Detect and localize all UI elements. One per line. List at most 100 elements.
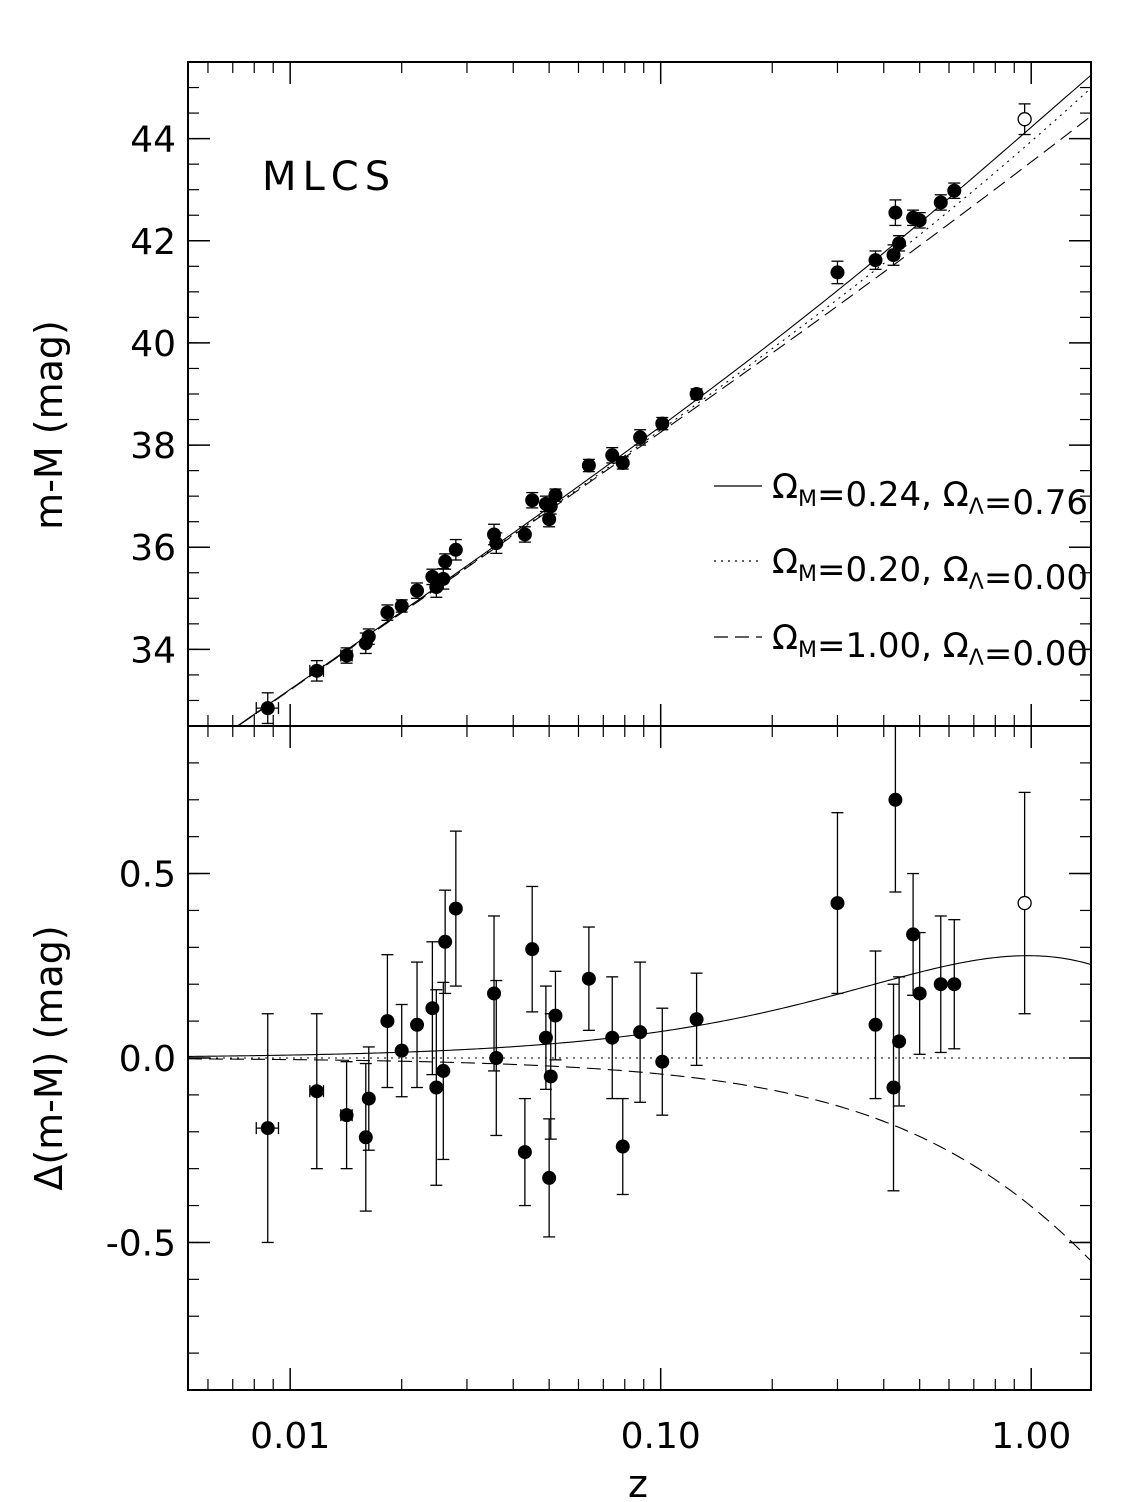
top-y-tick-label: 40 (130, 324, 176, 365)
legend-subscript: M (798, 562, 817, 587)
legend-text-part: =0.20, Ω (817, 550, 969, 590)
bottom-data-point (888, 726, 903, 893)
bottom-marker (380, 1014, 395, 1029)
bottom-data-point (394, 1003, 409, 1098)
top-data-point (655, 416, 670, 431)
legend-text-part: Ω (772, 618, 798, 658)
top-data-point (380, 604, 395, 621)
bottom-marker (888, 792, 903, 807)
top-marker (947, 183, 962, 198)
bottom-y-axis-title: Δ(m-M) (mag) (27, 925, 71, 1190)
top-marker (309, 663, 324, 678)
legend-text-part: Ω (772, 542, 798, 582)
bottom-data-point (487, 915, 502, 1072)
top-marker (689, 387, 704, 401)
bottom-marker (548, 1008, 563, 1023)
top-data-point (605, 446, 620, 464)
top-marker (448, 542, 463, 557)
legend-subscript: Λ (969, 646, 984, 671)
top-data-point (912, 212, 927, 229)
bottom-marker (394, 1043, 409, 1058)
top-data-point (892, 235, 907, 252)
legend-entry-label: ΩM=0.20, ΩΛ=0.00 (772, 542, 1088, 598)
bottom-data-point (361, 1046, 376, 1151)
top-data-point (615, 455, 630, 470)
top-data-point (689, 387, 704, 401)
bottom-data-point (339, 1061, 354, 1170)
top-marker (633, 430, 648, 445)
bottom-marker (438, 934, 453, 949)
x-tick-label: 1.00 (991, 1416, 1071, 1457)
top-marker (933, 195, 948, 210)
top-marker (517, 527, 532, 542)
bottom-data-point (581, 926, 596, 1031)
top-data-point (525, 491, 540, 509)
bottom-data-point (689, 972, 704, 1067)
legend-entry-label: ΩM=0.24, ΩΛ=0.76 (772, 467, 1088, 523)
legend-text-part: =0.00 (984, 634, 1088, 674)
bottom-marker (543, 1069, 558, 1084)
bottom-data-point (886, 983, 901, 1192)
top-marker-open (1017, 112, 1032, 127)
top-data-point (933, 194, 948, 211)
top-y-axis-title: m-M (mag) (27, 320, 71, 530)
bottom-marker (448, 901, 463, 916)
top-data-point (1017, 103, 1032, 136)
bottom-y-tick-label: 0.0 (119, 1039, 176, 1080)
top-y-tick-label: 38 (130, 426, 176, 467)
top-data-point (436, 568, 451, 590)
legend-text-part: =0.76 (984, 483, 1088, 523)
bottom-marker (912, 986, 927, 1001)
bottom-data-point (517, 1097, 532, 1207)
bottom-marker (615, 1139, 630, 1154)
bottom-marker (260, 1121, 275, 1136)
bottom-marker (358, 1130, 373, 1145)
top-marker (394, 598, 409, 613)
top-marker (581, 458, 596, 473)
legend-subscript: Λ (969, 570, 984, 595)
bottom-plot-frame (187, 725, 1092, 1391)
bottom-marker (361, 1091, 376, 1106)
legend-text-part: Ω (772, 467, 798, 507)
top-marker (489, 536, 504, 551)
top-data-point (548, 488, 563, 503)
bottom-data-point (438, 889, 453, 995)
bottom-y-tick-label: -0.5 (106, 1223, 176, 1264)
bottom-data-point (543, 1013, 558, 1140)
x-axis-tick-labels: 0.01 0.10 1.00 (250, 1416, 1071, 1457)
top-marker (605, 448, 620, 463)
legend-text-part: =0.24, Ω (817, 475, 969, 515)
legend-text-part: =1.00, Ω (817, 626, 969, 666)
bottom-data-point (912, 931, 927, 1055)
bottom-marker (886, 1080, 901, 1095)
bottom-data-point (633, 961, 648, 1103)
top-data-point (947, 182, 962, 200)
bottom-data-point (380, 954, 395, 1089)
top-y-tick-label: 36 (130, 528, 176, 569)
bottom-marker (517, 1145, 532, 1160)
bottom-marker (339, 1108, 354, 1123)
model-curve-dashed (237, 115, 1091, 726)
legend-subscript: M (798, 487, 817, 512)
bottom-data-points (255, 726, 1032, 1244)
bottom-data-point (429, 989, 444, 1186)
top-data-point (581, 458, 596, 473)
bottom-data-point (615, 1097, 630, 1196)
bottom-data-point (892, 976, 907, 1107)
legend-text-part: =0.00 (984, 558, 1088, 598)
top-data-point (448, 538, 463, 561)
bottom-data-point (255, 1013, 280, 1244)
bottom-marker (892, 1034, 907, 1049)
legend-subscript: M (798, 638, 817, 663)
top-data-point (633, 429, 648, 446)
bottom-data-point (436, 981, 451, 1161)
bottom-data-point (489, 979, 504, 1137)
bottom-marker (525, 942, 540, 957)
top-data-point (394, 598, 409, 613)
top-data-point (489, 532, 504, 555)
top-marker (260, 701, 275, 716)
bottom-marker (906, 927, 921, 942)
bottom-marker (538, 1030, 553, 1045)
legend-entry-label: ΩM=1.00, ΩΛ=0.00 (772, 618, 1088, 674)
